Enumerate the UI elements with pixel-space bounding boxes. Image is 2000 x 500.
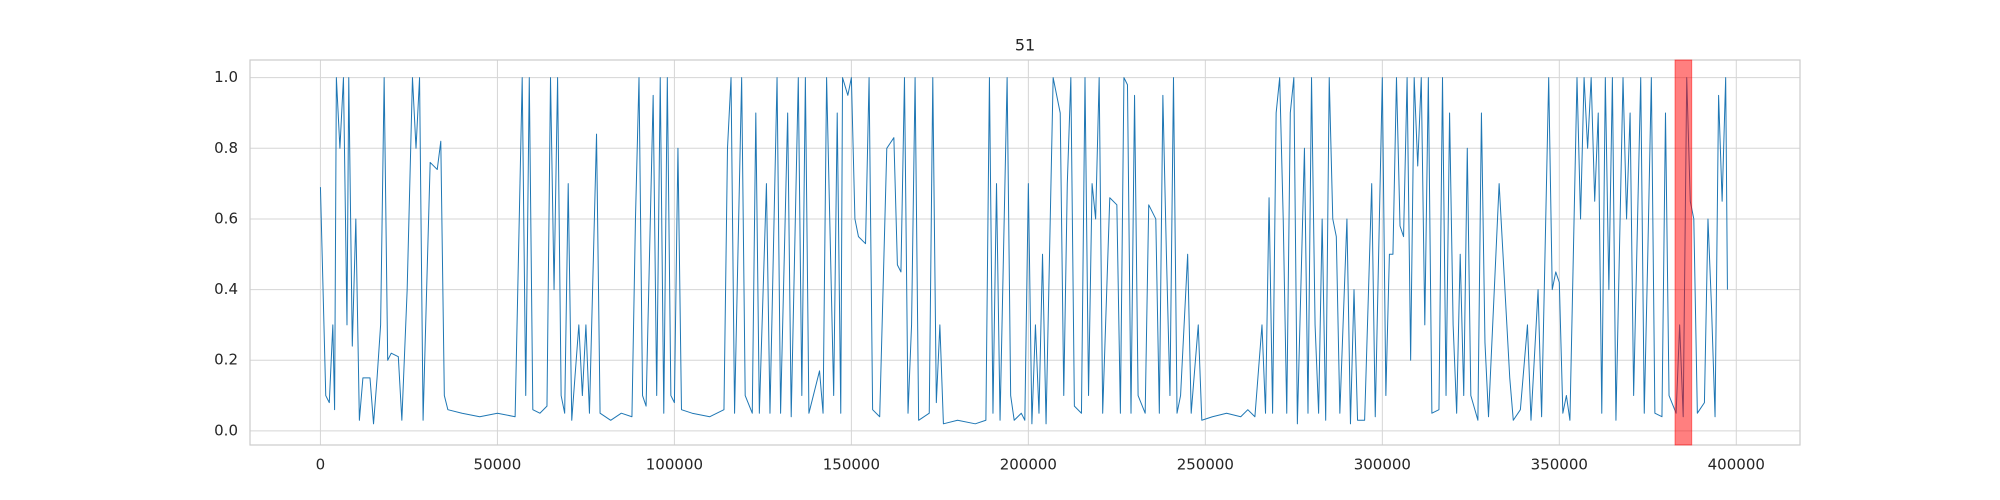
x-tick-label: 100000 [646,456,703,474]
data-line [319,77,1728,425]
x-tick-label: 200000 [1000,456,1057,474]
plot-frame [249,59,1801,446]
y-tick-label: 0.4 [214,280,238,298]
x-tick-label: 300000 [1354,456,1411,474]
x-tick-label: 400000 [1708,456,1765,474]
y-tick-label: 1.0 [214,68,238,86]
y-tick-label: 0.0 [214,421,238,439]
x-tick-label: 250000 [1177,456,1234,474]
x-tick-label: 0 [316,456,326,474]
x-tick-label: 50000 [474,456,522,474]
y-tick-label: 0.6 [214,209,238,227]
x-tick-label: 350000 [1531,456,1588,474]
y-tick-label: 0.2 [214,351,238,369]
y-tick-label: 0.8 [214,139,238,157]
highlight-span [1674,59,1693,446]
chart-title: 51 [1015,36,1035,55]
x-tick-label: 150000 [823,456,880,474]
